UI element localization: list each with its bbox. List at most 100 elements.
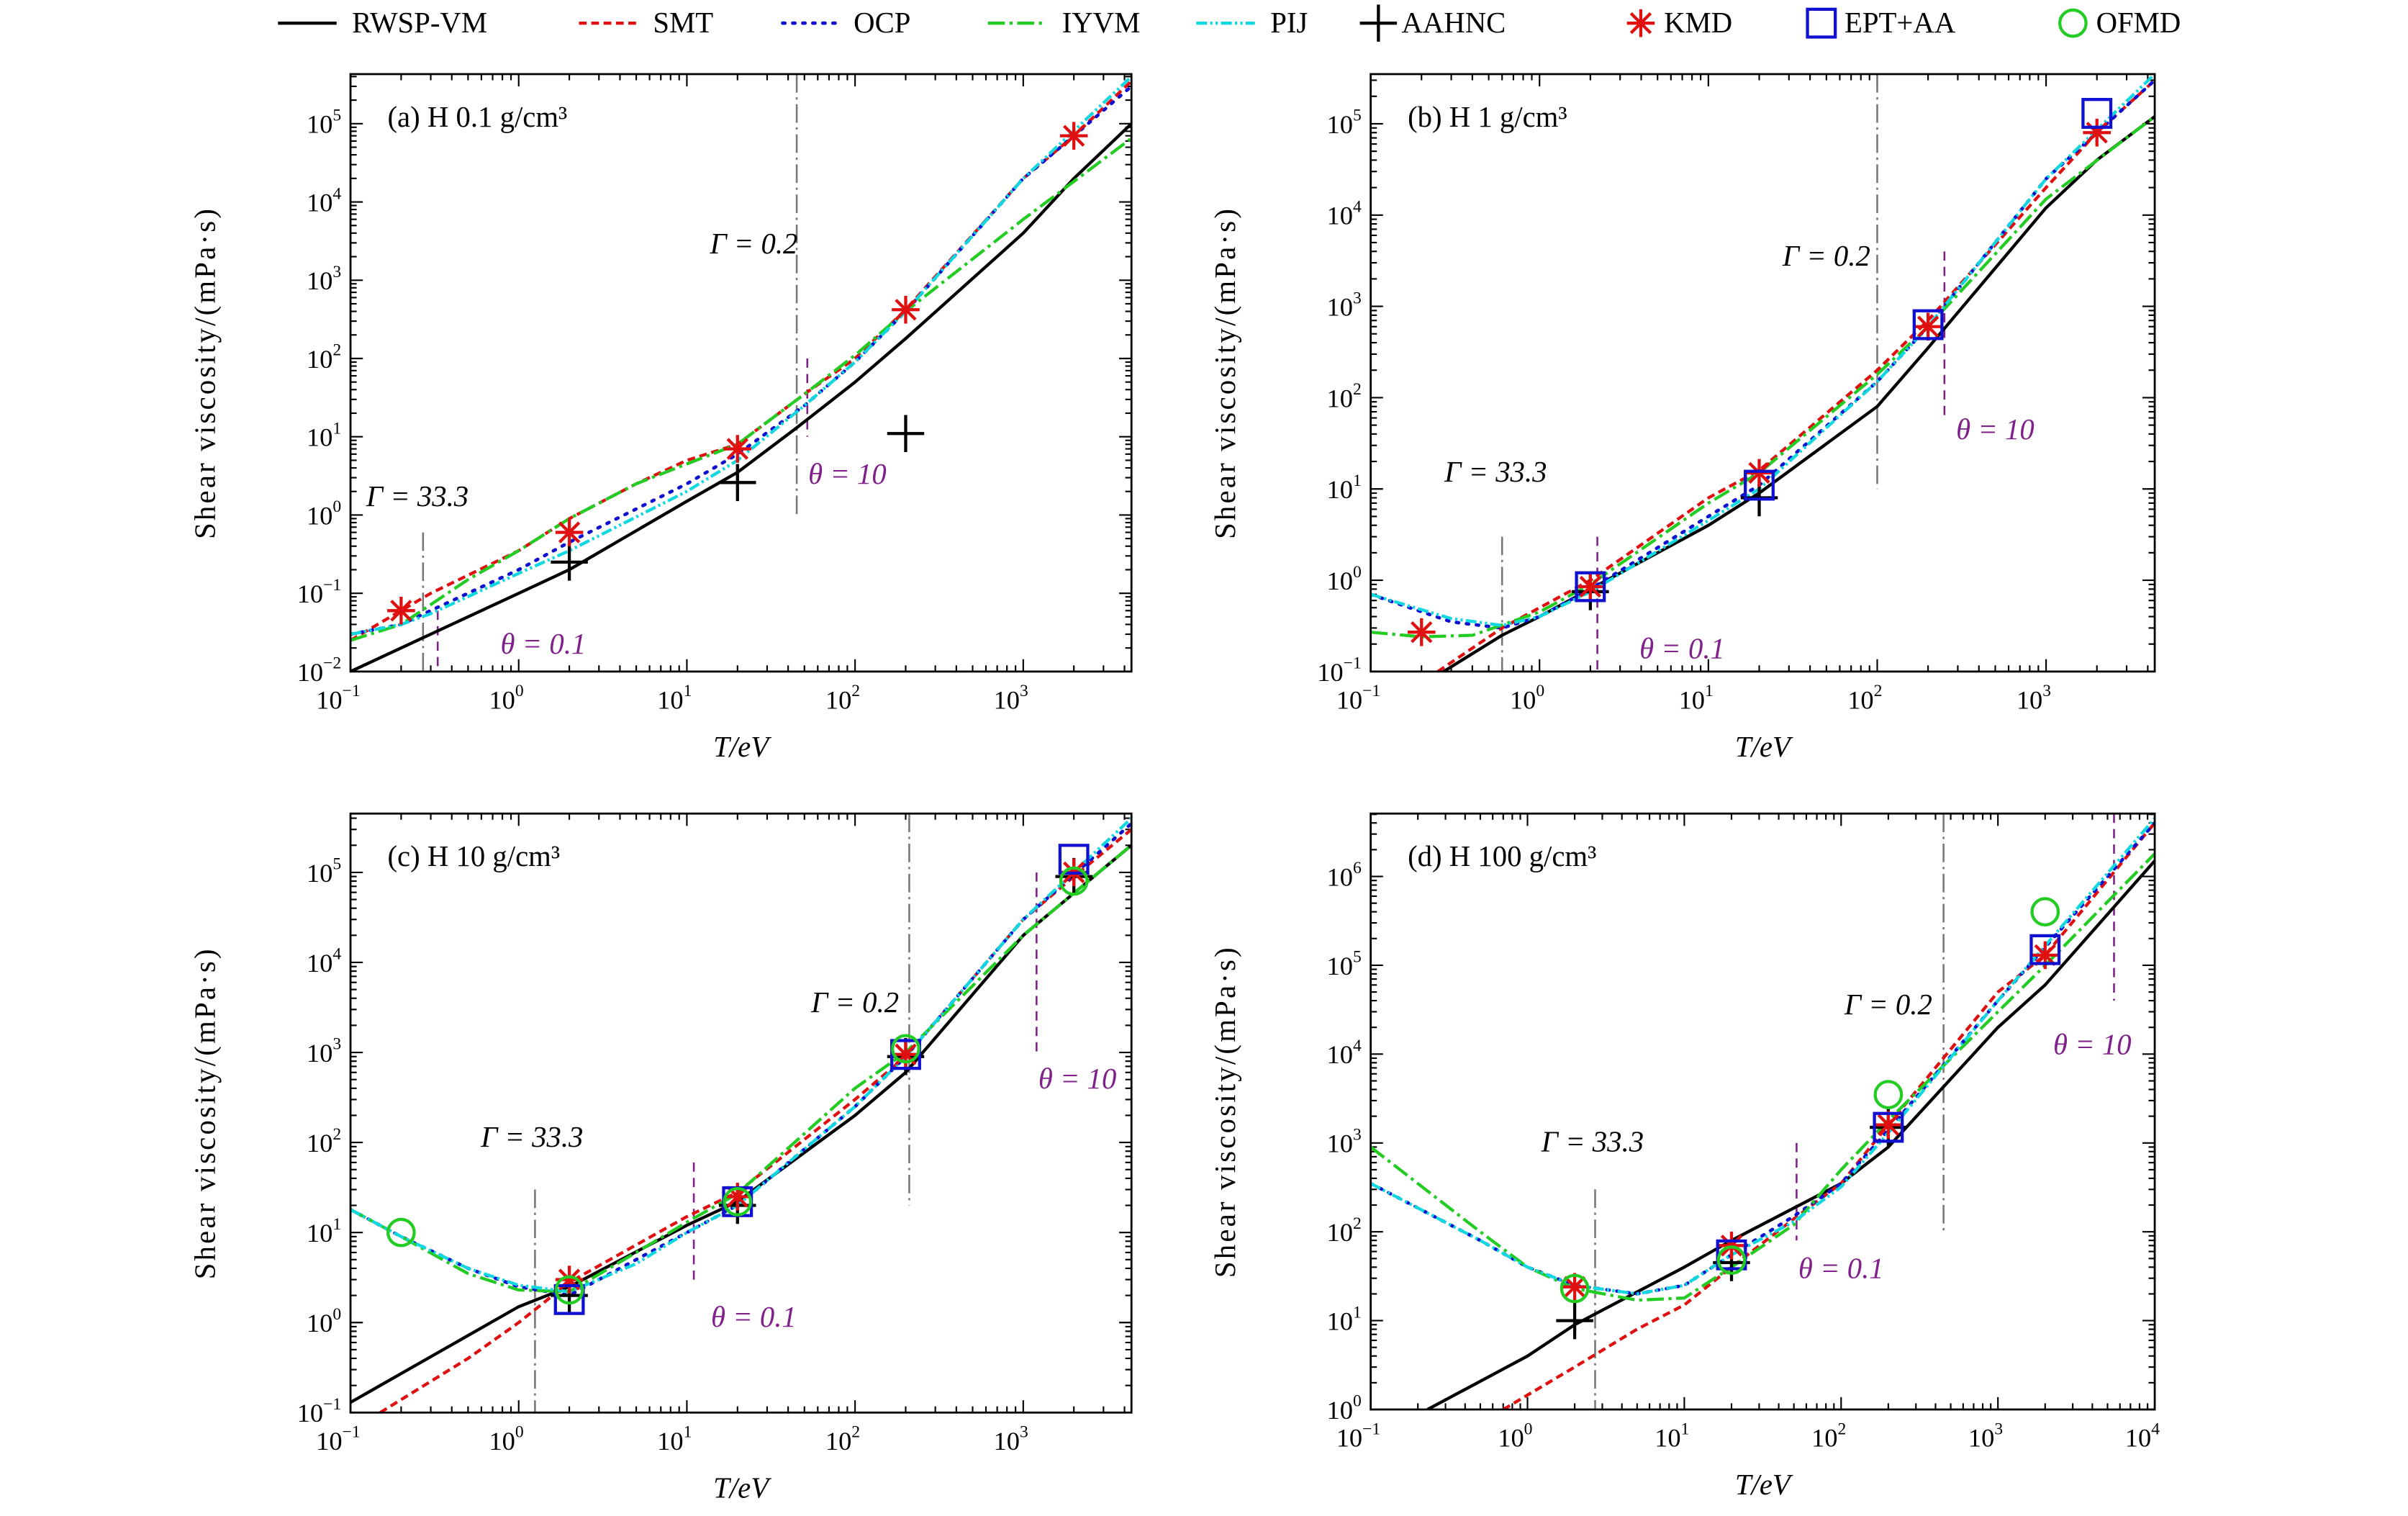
data-point-kmd <box>1059 122 1088 150</box>
tick-exponent: 2 <box>1353 1214 1362 1233</box>
tick-base: 10 <box>1811 1423 1837 1452</box>
circle-marker <box>891 1034 920 1064</box>
legend-label: KMD <box>1664 6 1732 39</box>
y-tick-label: 104 <box>1327 1037 1362 1069</box>
data-point-aahnc <box>887 415 925 452</box>
panel-title: (c) H 10 g/cm³ <box>388 840 561 872</box>
data-point-aahnc <box>1556 1301 1593 1340</box>
theta-label: θ = 10 <box>808 458 887 490</box>
tick-base: 10 <box>307 188 332 217</box>
series-group <box>1370 73 2155 672</box>
y-tick-label: 105 <box>307 107 341 139</box>
tick-base: 10 <box>1336 1423 1362 1452</box>
circle-marker <box>554 1275 584 1305</box>
tick-base: 10 <box>307 266 332 295</box>
tick-exponent: 5 <box>1353 948 1362 967</box>
asterisk-marker-stroke <box>1877 1114 1900 1136</box>
marker-group <box>386 844 1092 1315</box>
panel-title: (b) H 1 g/cm³ <box>1408 101 1567 133</box>
panel-c: 10−1 100 101 102 10310−1100101102103104105Γ … <box>189 812 1133 1504</box>
tick-exponent: −2 <box>323 654 341 673</box>
square-marker <box>1058 844 1090 875</box>
y-tick-label: 104 <box>1327 197 1362 230</box>
tick-exponent: 3 <box>1353 289 1362 307</box>
x-tick-label: 10−1 <box>1336 1420 1381 1452</box>
tick-base: 10 <box>657 1427 683 1456</box>
data-point-ofmd <box>1560 1273 1590 1304</box>
y-tick-label: 102 <box>1327 380 1362 412</box>
plot-frame <box>1370 812 2156 1411</box>
series-line-ocp <box>350 821 1132 1297</box>
tick-base: 10 <box>1847 685 1873 714</box>
data-point-ept-aa <box>2029 934 2061 965</box>
plot-frame <box>349 73 1133 673</box>
tick-base: 10 <box>1327 1396 1353 1425</box>
x-tick-label: 102 <box>825 682 860 714</box>
tick-base: 10 <box>1968 1423 1994 1452</box>
y-tick-label: 103 <box>307 263 341 295</box>
theta-label: θ = 0.1 <box>1798 1253 1884 1285</box>
data-point-ept-aa <box>1575 571 1606 603</box>
series-line-ocp <box>1370 78 2155 630</box>
y-tick-label: 101 <box>1327 472 1362 504</box>
tick-exponent: 3 <box>2042 682 2051 700</box>
asterisk-marker-stroke <box>1563 1276 1586 1298</box>
tick-exponent: 1 <box>1681 1420 1690 1438</box>
legend-label: AAHNC <box>1402 6 1506 39</box>
series-line-smt <box>1502 821 2155 1410</box>
tick-base: 10 <box>316 685 342 714</box>
y-tick-label: 10−1 <box>297 576 342 608</box>
data-point-ofmd <box>723 1186 753 1217</box>
tick-exponent: −1 <box>343 682 361 700</box>
tick-base: 10 <box>307 110 332 139</box>
legend-item-aahnc: AAHNC <box>1359 4 1506 42</box>
asterisk-marker-stroke <box>895 299 917 321</box>
tick-base: 10 <box>1327 1129 1353 1158</box>
data-point-ofmd <box>1059 866 1089 896</box>
tick-exponent: −1 <box>1362 1420 1380 1438</box>
tick-base: 10 <box>297 579 323 608</box>
x-tick-label: 101 <box>657 682 692 714</box>
tick-base: 10 <box>307 501 332 530</box>
gamma-label: Γ = 0.2 <box>810 986 899 1019</box>
series-line-iyvm <box>350 137 1132 642</box>
legend-item-smt: SMT <box>579 6 713 39</box>
tick-exponent: 2 <box>1874 682 1883 700</box>
tick-base: 10 <box>2125 1423 2151 1452</box>
tick-exponent: 5 <box>332 107 341 125</box>
tick-exponent: 0 <box>1353 1392 1362 1411</box>
tick-exponent: 0 <box>332 497 341 516</box>
tick-exponent: 3 <box>1020 682 1028 700</box>
tick-base: 10 <box>316 1427 342 1456</box>
tick-exponent: 2 <box>332 341 341 360</box>
legend-label: PIJ <box>1270 6 1308 39</box>
y-tick-label: 105 <box>1327 107 1362 139</box>
asterisk-marker-stroke <box>1748 461 1770 484</box>
asterisk-marker-stroke <box>558 521 581 543</box>
legend-label: RWSP-VM <box>352 6 487 39</box>
tick-exponent: 4 <box>1353 197 1362 216</box>
circle-marker <box>1059 866 1089 896</box>
data-point-kmd <box>1914 312 1942 341</box>
panels: 10−1 100 101 102 10310−210−11001011021031041… <box>189 73 2160 1504</box>
y-tick-label: 101 <box>307 1215 341 1247</box>
square-marker <box>553 1283 585 1315</box>
data-point-kmd <box>1745 459 1773 487</box>
tick-base: 10 <box>307 1129 332 1158</box>
tick-base: 10 <box>1327 862 1353 891</box>
theta-label: θ = 10 <box>2053 1028 2132 1060</box>
x-tick-label: 10−1 <box>1336 682 1381 714</box>
tick-base: 10 <box>2017 685 2042 714</box>
x-tick-label: 103 <box>994 682 1028 714</box>
legend: RWSP-VM SMT OCP IYVM PIJ AAHNC KMD EPT+AA OFMD <box>278 4 2181 42</box>
y-tick-label: 105 <box>307 855 341 888</box>
series-line-rwsp-vm <box>1442 115 2155 672</box>
tick-base: 10 <box>1327 384 1353 412</box>
tick-exponent: 5 <box>1353 107 1362 125</box>
series-line-smt <box>350 80 1132 642</box>
y-tick-label: 104 <box>307 184 341 217</box>
y-tick-label: 103 <box>1327 289 1362 321</box>
series-line-pij <box>350 75 1132 636</box>
data-point-ofmd <box>1873 1080 1904 1110</box>
tick-exponent: 1 <box>332 1215 341 1234</box>
